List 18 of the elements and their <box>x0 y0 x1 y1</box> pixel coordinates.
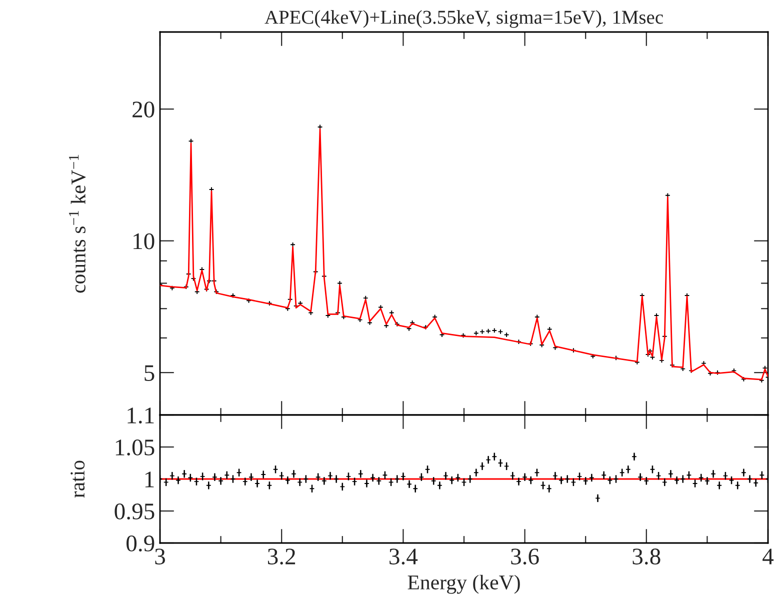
y-tick-label: 1 <box>145 472 154 488</box>
x-tick-label: 3.8 <box>632 548 660 565</box>
y-tick-label: 0.95 <box>114 503 154 520</box>
x-tick-label: 3 <box>155 548 165 564</box>
y-tick-label: 10 <box>134 233 154 250</box>
x-tick-label: 3.2 <box>268 548 296 565</box>
x-tick-label: 3.6 <box>511 548 539 565</box>
y-tick-label: 20 <box>132 102 154 118</box>
y-tick-label: 0.9 <box>126 535 154 552</box>
y-tick-label: 1.05 <box>116 439 154 456</box>
x-axis-title: Energy (keV) <box>408 574 520 594</box>
y-tick-label: 5 <box>144 365 154 382</box>
y-axis-title: counts s$^{−1}$ keV$^{−1}$ <box>68 154 86 293</box>
y-tick-label: 1.1 <box>128 408 154 424</box>
x-tick-label: 4 <box>762 548 774 564</box>
y-axis-title: ratio <box>70 460 85 498</box>
chart-title: APEC(4keV)+Line(3.55keV, sigma=15eV), 1Msec <box>264 10 663 28</box>
x-tick-label: 3.4 <box>390 548 418 565</box>
